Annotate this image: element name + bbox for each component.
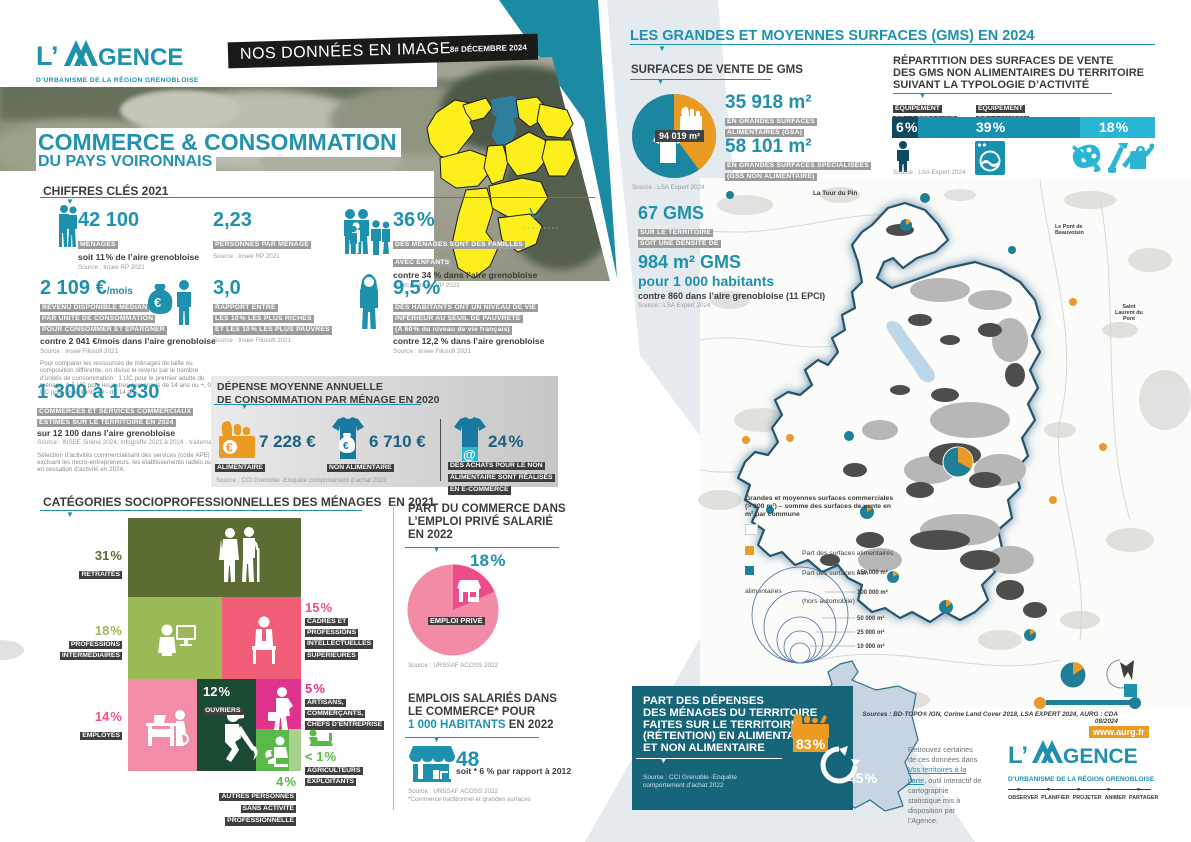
- svg-text:25 000 m²: 25 000 m²: [857, 629, 884, 636]
- svg-text:@: @: [463, 447, 476, 462]
- svg-text:€: €: [343, 441, 349, 452]
- svg-text:L’: L’: [36, 41, 59, 71]
- svg-text:€: €: [154, 295, 161, 310]
- svg-text:L’: L’: [1008, 742, 1028, 769]
- svg-text:10 000 m²: 10 000 m²: [857, 643, 884, 650]
- svg-text:100 000 m²: 100 000 m²: [857, 589, 888, 596]
- svg-text:GENCE: GENCE: [1063, 745, 1138, 768]
- svg-text:50 000 m²: 50 000 m²: [857, 615, 884, 622]
- svg-text:€: €: [226, 441, 233, 455]
- svg-text:150 000 m²: 150 000 m²: [857, 569, 888, 576]
- svg-text:GENCE: GENCE: [98, 44, 183, 71]
